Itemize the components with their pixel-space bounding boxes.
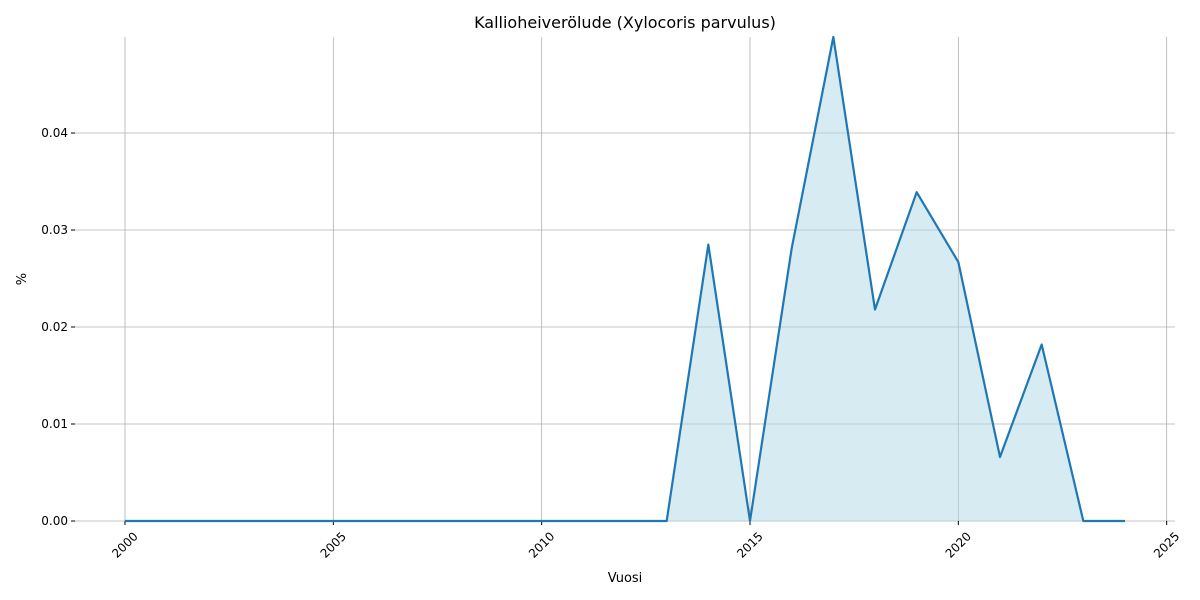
y-axis-label: % xyxy=(15,273,30,285)
y-tick-label: 0.02 xyxy=(41,320,68,334)
line xyxy=(125,35,1125,523)
y-tick-label: 0.04 xyxy=(41,126,68,140)
y-tick-label: 0.03 xyxy=(41,223,68,237)
x-tick-label: 2000 xyxy=(109,529,140,560)
x-tick-label: 2015 xyxy=(734,529,765,560)
x-tick-label: 2010 xyxy=(526,529,557,560)
y-tick-label: 0.01 xyxy=(41,417,68,431)
area-fill xyxy=(125,37,1125,521)
x-axis-label: Vuosi xyxy=(608,571,643,586)
x-tick-label: 2025 xyxy=(1151,529,1182,560)
y-tick-label: 0.00 xyxy=(41,514,68,528)
chart-title: Kallioheiverölude (Xylocoris parvulus) xyxy=(474,13,776,32)
x-tick-label: 2005 xyxy=(318,529,349,560)
x-tick-label: 2020 xyxy=(943,529,974,560)
